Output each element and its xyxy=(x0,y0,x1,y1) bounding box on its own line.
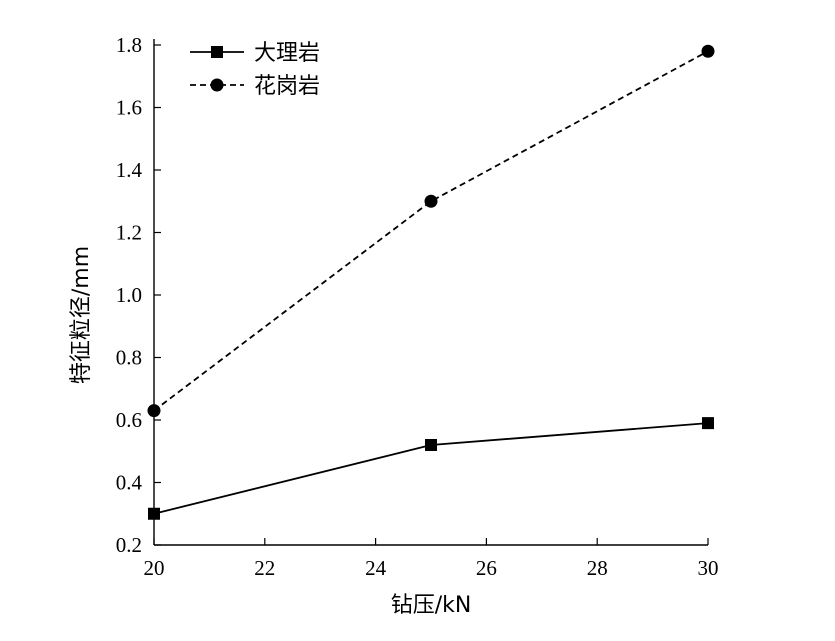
series-line-2 xyxy=(153,50,709,412)
data-point-circle xyxy=(147,404,161,418)
y-tick-label: 1.0 xyxy=(116,283,142,307)
y-tick-label: 1.6 xyxy=(116,96,142,120)
x-tick-label: 26 xyxy=(476,556,497,580)
x-tick-label: 30 xyxy=(698,556,719,580)
data-point-circle xyxy=(701,44,715,58)
y-tick-label: 1.2 xyxy=(116,221,142,245)
legend-marker-circle xyxy=(210,78,224,92)
data-point-square xyxy=(425,439,437,451)
y-tick-label: 0.8 xyxy=(116,346,142,370)
series-line-1 xyxy=(153,422,709,515)
y-tick-label: 1.4 xyxy=(116,158,143,182)
y-axis-label: 特征粒径/mm xyxy=(69,246,94,384)
x-axis-label: 钻压/kN xyxy=(391,593,472,618)
legend-label-2: 花岗岩 xyxy=(254,74,320,99)
data-point-square xyxy=(702,417,714,430)
data-point-square xyxy=(148,507,160,520)
axes xyxy=(153,39,708,546)
y-tick-label: 0.4 xyxy=(116,471,143,495)
y-tick-label: 0.6 xyxy=(116,408,142,432)
legend-marker-square xyxy=(211,46,223,58)
x-tick-label: 24 xyxy=(365,556,387,580)
y-tick-label: 1.8 xyxy=(116,33,142,57)
x-tick-label: 22 xyxy=(254,556,275,580)
legend-label-1: 大理岩 xyxy=(254,41,320,66)
data-point-circle xyxy=(424,194,438,208)
x-tick-label: 20 xyxy=(144,556,165,580)
y-tick-label: 0.2 xyxy=(116,533,142,557)
ticks: 20 22 24 26 28 30 0.2 0.4 0.6 0.8 1.0 1.2 1.4 1.6 1.8 xyxy=(116,33,719,580)
series-layer xyxy=(147,44,715,520)
x-tick-label: 28 xyxy=(587,556,608,580)
